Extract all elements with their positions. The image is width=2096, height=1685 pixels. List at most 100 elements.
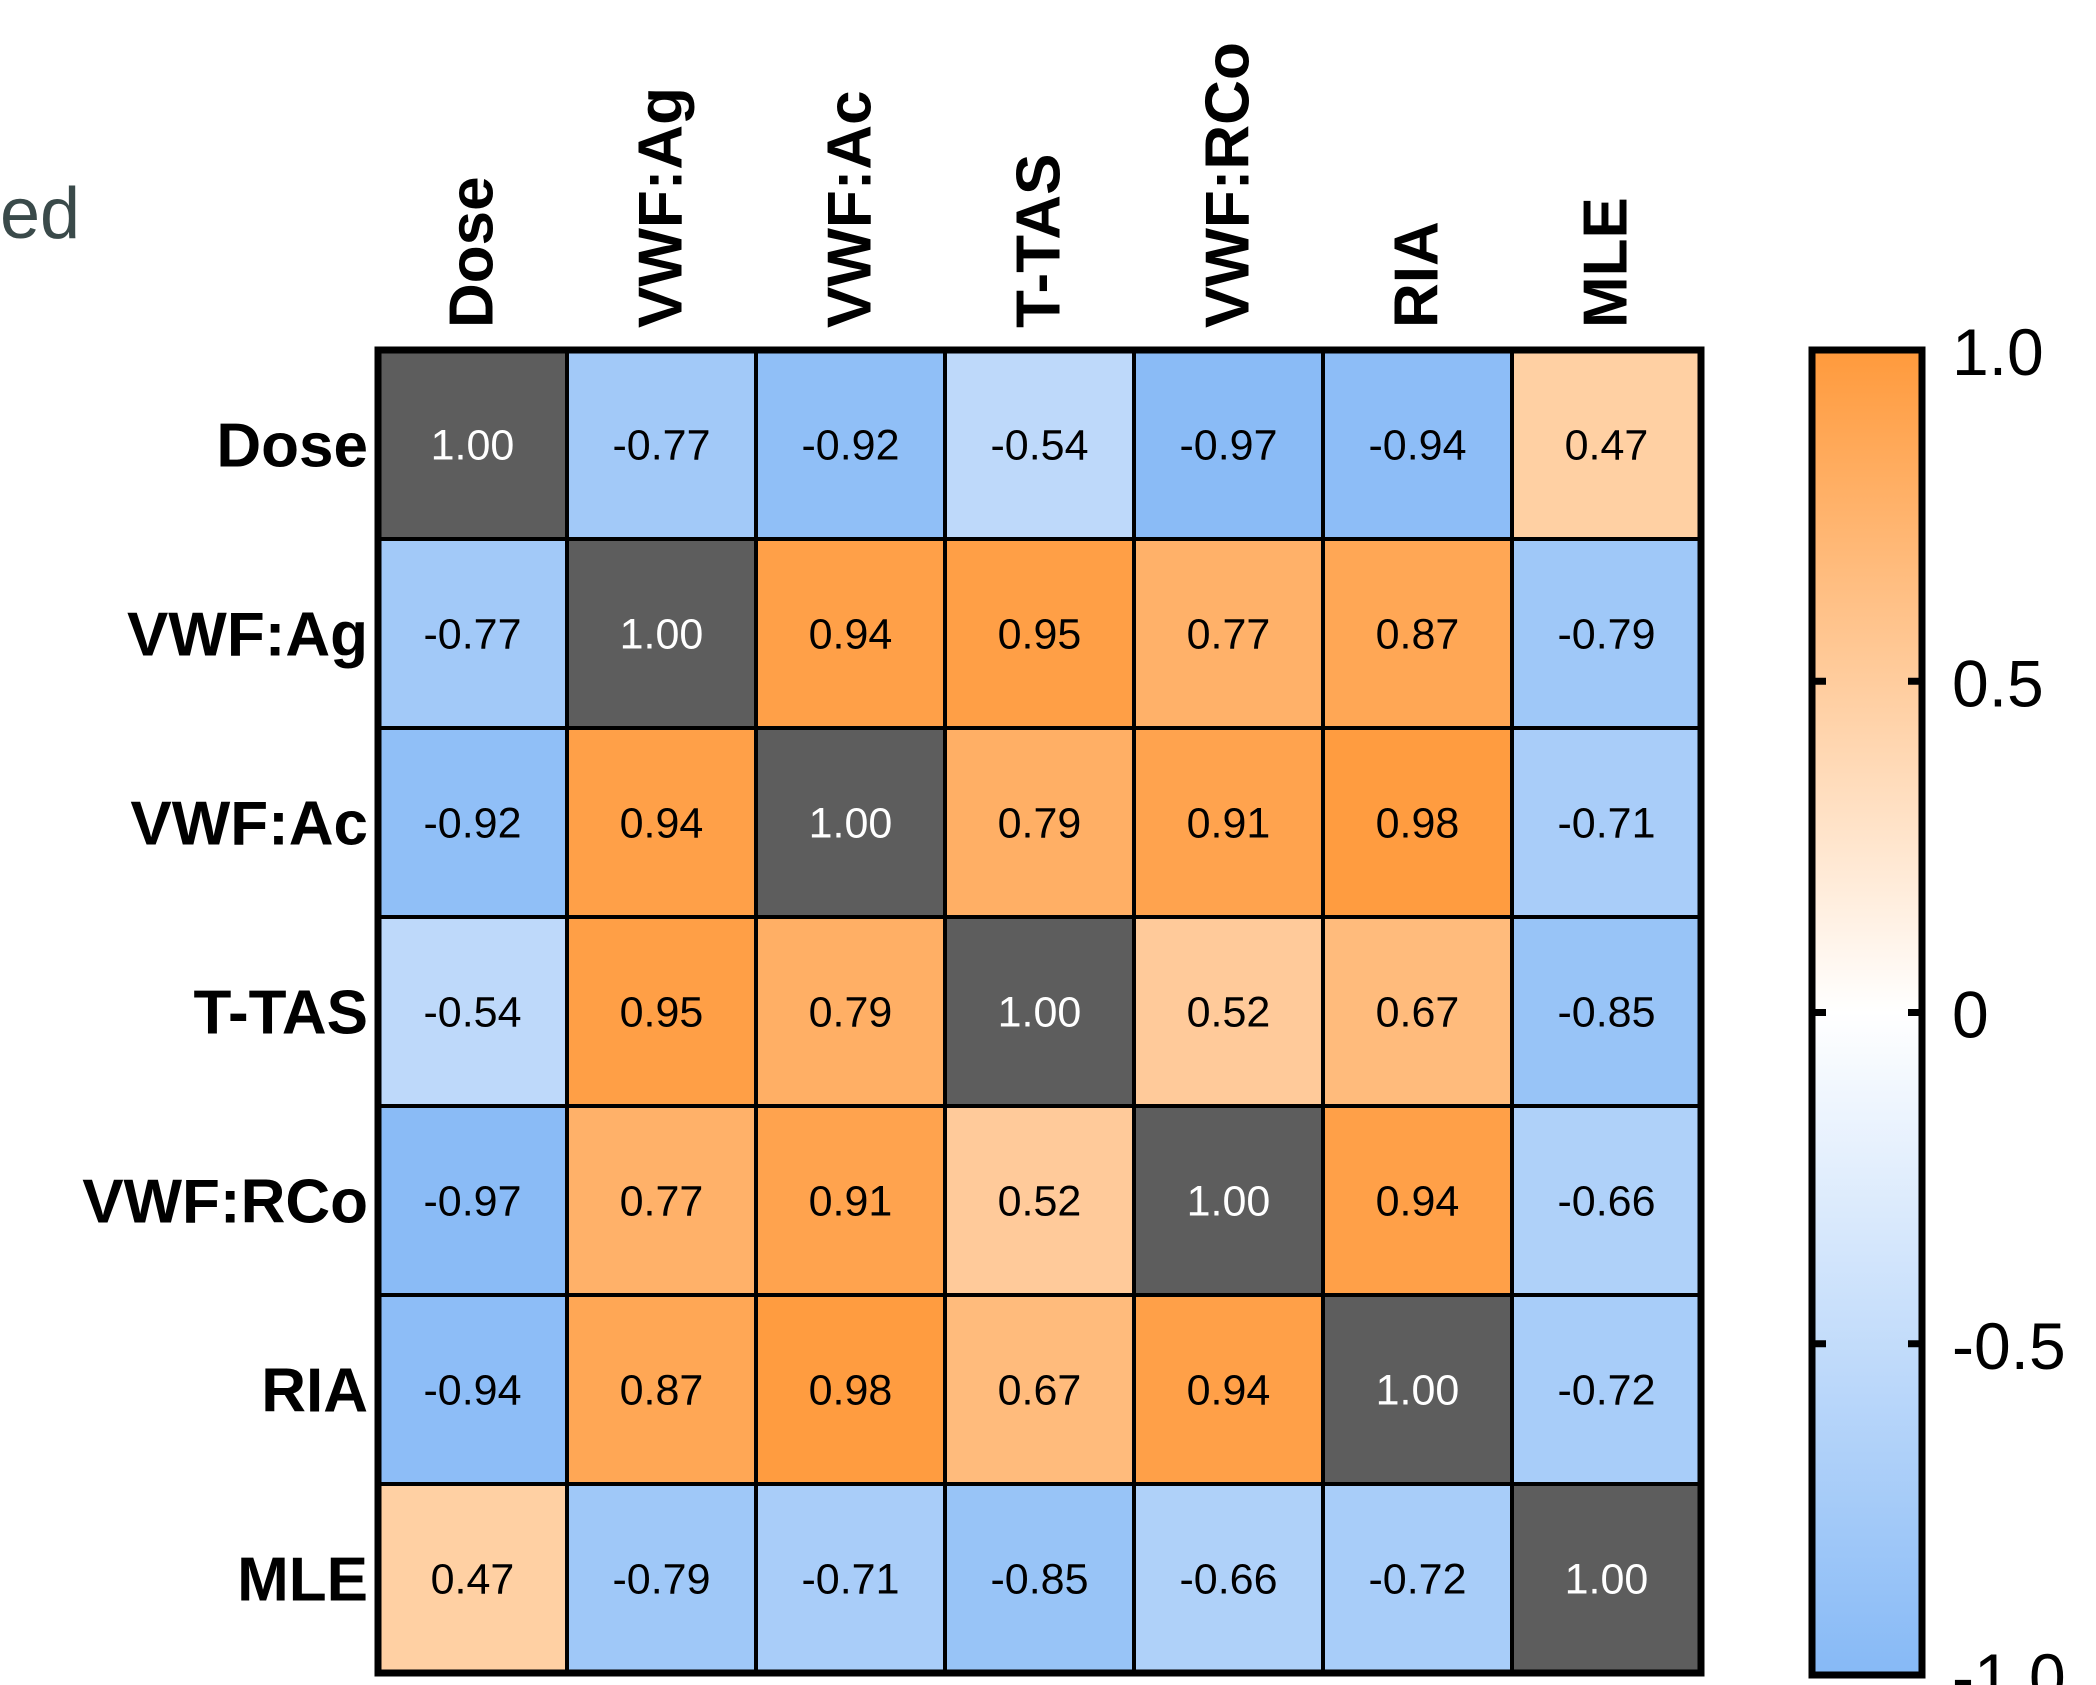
- cell-value-label: 1.00: [620, 611, 704, 659]
- cell-value-label: -0.72: [1557, 1367, 1655, 1415]
- cell-value-label: -0.66: [1179, 1556, 1277, 1604]
- cropped-text-fragment: ed: [0, 174, 81, 254]
- row-label: RIA: [261, 1357, 368, 1426]
- cell-value-label: 0.77: [620, 1178, 704, 1226]
- heatmap-cell: [565, 1482, 758, 1675]
- heatmap-cell: [565, 915, 758, 1108]
- cell-value-label: -0.72: [1368, 1556, 1466, 1604]
- column-label: RIA: [1383, 221, 1452, 328]
- column-label: Dose: [438, 176, 507, 328]
- cell-value-label: 0.91: [809, 1178, 893, 1226]
- cell-value-label: -0.71: [1557, 800, 1655, 848]
- cell-value-label: -0.97: [1179, 422, 1277, 470]
- cell-value-label: -0.54: [423, 989, 521, 1037]
- cell-value-label: 0.95: [998, 611, 1082, 659]
- cell-value-label: 0.52: [998, 1178, 1082, 1226]
- column-label: T-TAS: [1005, 154, 1074, 329]
- cell-value-label: 0.47: [1565, 422, 1649, 470]
- heatmap-cell: [565, 726, 758, 919]
- heatmap-cells: 1.00 -0.77 -0.92 -0.54 -0.97 -0.94 0.47 -0.77 1.…: [376, 348, 1703, 1675]
- row-label: T-TAS: [194, 979, 369, 1048]
- heatmap-cell: [1510, 1482, 1703, 1675]
- row-label: VWF:Ac: [130, 790, 368, 859]
- cell-value-label: 0.94: [1187, 1367, 1271, 1415]
- cell-value-label: 1.00: [809, 800, 893, 848]
- column-label: VWF:Ag: [627, 87, 696, 328]
- cell-value-label: -0.79: [1557, 611, 1655, 659]
- row-label: MLE: [237, 1546, 368, 1615]
- cell-value-label: 0.87: [1376, 611, 1460, 659]
- cell-value-label: -0.92: [423, 800, 521, 848]
- heatmap-cell: [754, 726, 947, 919]
- heatmap-cell: [943, 915, 1136, 1108]
- cell-value-label: -0.71: [801, 1556, 899, 1604]
- heatmap-cell: [1132, 1482, 1325, 1675]
- row-label: VWF:Ag: [127, 601, 368, 670]
- cell-value-label: -0.94: [423, 1367, 521, 1415]
- row-labels: Dose VWF:Ag VWF:Ac T-TAS VWF:RCo RIA MLE: [82, 412, 368, 1615]
- heatmap-cell: [754, 348, 947, 541]
- heatmap-cell: [1132, 915, 1325, 1108]
- row-label: Dose: [216, 412, 368, 481]
- cell-value-label: -0.85: [990, 1556, 1088, 1604]
- colorbar-tick-label: 0: [1952, 978, 1989, 1052]
- heatmap-cell: [754, 915, 947, 1108]
- cell-value-label: 0.79: [998, 800, 1082, 848]
- heatmap-cell: [1132, 537, 1325, 730]
- cell-value-label: 1.00: [1565, 1556, 1649, 1604]
- row-label: VWF:RCo: [82, 1168, 368, 1237]
- heatmap-cell: [754, 1293, 947, 1486]
- heatmap-cell: [1510, 726, 1703, 919]
- column-label: MLE: [1572, 197, 1641, 328]
- cell-value-label: -0.77: [423, 611, 521, 659]
- cell-value-label: 0.87: [620, 1367, 704, 1415]
- heatmap-cell: [376, 726, 569, 919]
- colorbar-tick-label: -1.0: [1952, 1640, 2066, 1685]
- heatmap-cell: [1510, 537, 1703, 730]
- heatmap-cell: [943, 1293, 1136, 1486]
- cell-value-label: 0.98: [809, 1367, 893, 1415]
- cell-value-label: -0.85: [1557, 989, 1655, 1037]
- column-labels: Dose VWF:Ag VWF:Ac T-TAS VWF:RCo RIA MLE: [438, 42, 1641, 328]
- colorbar-tick-label: -0.5: [1952, 1309, 2066, 1383]
- cell-value-label: 0.77: [1187, 611, 1271, 659]
- heatmap-cell: [754, 1104, 947, 1297]
- cell-value-label: 1.00: [1187, 1178, 1271, 1226]
- cell-value-label: 0.94: [809, 611, 893, 659]
- cell-value-label: 1.00: [998, 989, 1082, 1037]
- cell-value-label: 0.94: [620, 800, 704, 848]
- colorbar-tick-label: 1.0: [1952, 315, 2044, 389]
- column-label: VWF:RCo: [1194, 42, 1263, 328]
- cell-value-label: -0.92: [801, 422, 899, 470]
- heatmap-cell: [1132, 726, 1325, 919]
- cell-value-label: -0.94: [1368, 422, 1466, 470]
- heatmap-cell: [376, 1104, 569, 1297]
- colorbar-gradient: [1808, 346, 1926, 1679]
- cell-value-label: 0.91: [1187, 800, 1271, 848]
- cell-value-label: 0.94: [1376, 1178, 1460, 1226]
- cell-value-label: 0.98: [1376, 800, 1460, 848]
- heatmap-cell: [943, 1482, 1136, 1675]
- heatmap-cell: [565, 537, 758, 730]
- cell-value-label: 0.67: [998, 1367, 1082, 1415]
- heatmap-cell: [565, 1104, 758, 1297]
- cell-value-label: 0.52: [1187, 989, 1271, 1037]
- cell-value-label: -0.54: [990, 422, 1088, 470]
- heatmap-cell: [754, 1482, 947, 1675]
- cell-value-label: -0.66: [1557, 1178, 1655, 1226]
- cell-value-label: 0.79: [809, 989, 893, 1037]
- heatmap-cell: [1321, 1293, 1514, 1486]
- heatmap-cell: [1321, 1482, 1514, 1675]
- cell-value-label: -0.79: [612, 1556, 710, 1604]
- colorbar: 1.0 0.5 0 -0.5 -1.0: [1808, 315, 2066, 1685]
- cell-value-label: 1.00: [431, 422, 515, 470]
- heatmap-cell: [943, 726, 1136, 919]
- cell-value-label: 1.00: [1376, 1367, 1460, 1415]
- heatmap-cell: [376, 1482, 569, 1675]
- heatmap-cell: [376, 915, 569, 1108]
- heatmap-cell: [1321, 537, 1514, 730]
- cell-value-label: 0.47: [431, 1556, 515, 1604]
- cell-value-label: -0.77: [612, 422, 710, 470]
- column-label: VWF:Ac: [816, 90, 885, 328]
